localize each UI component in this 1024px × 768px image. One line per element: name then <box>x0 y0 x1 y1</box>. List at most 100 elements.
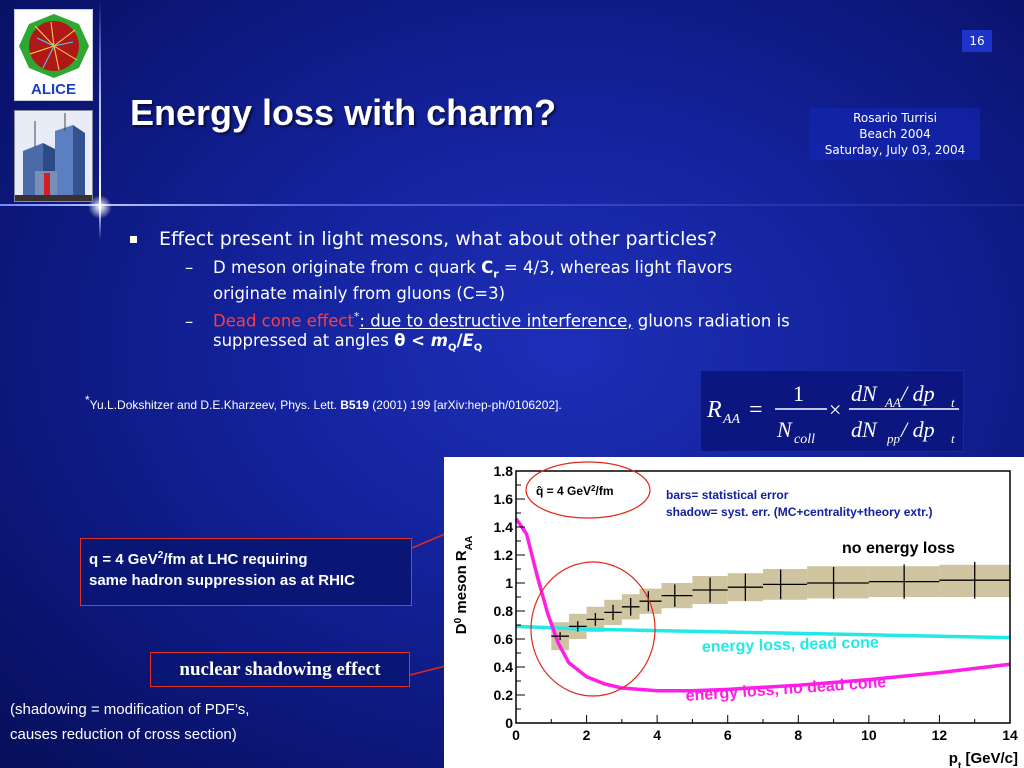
curve-dead-cone <box>515 624 1011 640</box>
formula-ncoll-sub: coll <box>794 432 815 447</box>
y-tick-label: 0.8 <box>494 603 514 619</box>
sub-bullet-1-text-b: = 4/3, whereas light flavors <box>498 258 733 277</box>
author-event: Beach 2004 <box>859 127 931 141</box>
formula-num: dN <box>851 381 878 406</box>
legend-line1: bars= statistical error <box>666 488 789 502</box>
sub-bullet-2-text: : due to destructive interference, <box>359 311 633 331</box>
y-tick-label: 1.4 <box>494 519 514 535</box>
x-axis-label: pt [GeV/c] <box>949 750 1018 768</box>
sub-bullet-2: – Dead cone effect*: due to destructive i… <box>185 310 790 331</box>
qhat-annotation-box: q = 4 GeV2/fm at LHC requiring same hadr… <box>80 538 412 606</box>
author-name: Rosario Turrisi <box>853 111 937 125</box>
curve-no-dead-cone <box>514 517 1011 693</box>
x-tick-label: 12 <box>932 727 948 743</box>
qhat-label: q̂ = 4 GeV2/fm <box>536 484 613 499</box>
y-tick-label: 1 <box>505 575 513 591</box>
sub-bullet-1: – D meson originate from c quark Cr = 4/3… <box>185 258 732 280</box>
bullet-square-icon <box>130 236 137 243</box>
formula-num-rest-sub: t <box>951 395 955 410</box>
x-tick-label: 0 <box>512 727 520 743</box>
slide-title: Energy loss with charm? <box>130 92 557 133</box>
city-image <box>14 110 93 202</box>
x-tick-label: 8 <box>794 727 802 743</box>
y-tick-label: 0.6 <box>494 631 514 647</box>
qhat-annotation-text: q = 4 GeV <box>89 551 158 568</box>
formula-times: × <box>829 397 841 422</box>
dead-cone-term: Dead cone effect <box>213 311 354 331</box>
sub-bullet-2-text-b: gluons radiation is <box>632 311 790 331</box>
y-axis-label: D0 meson RAA <box>453 536 475 634</box>
mass-symbol: m <box>430 331 448 350</box>
footnote-text-b: (2001) 199 [arXiv:hep-ph/0106202]. <box>368 398 562 412</box>
formula-ncoll: N <box>776 417 793 442</box>
raa-formula: R AA = 1 N coll × dN AA / dp t dN pp / d… <box>700 370 964 452</box>
theta-symbol: θ <box>394 331 406 350</box>
footnote-text: Yu.L.Dokshitzer and D.E.Kharzeev, Phys. … <box>89 398 341 412</box>
y-tick-label: 0 <box>505 715 513 731</box>
y-tick-label: 1.2 <box>494 547 514 563</box>
formula-den-rest-sub: t <box>951 431 955 446</box>
alice-logo-graphic <box>19 14 89 78</box>
title-divider-vertical <box>99 0 101 240</box>
formula-one: 1 <box>793 381 804 406</box>
nuclear-shadowing-box: nuclear shadowing effect <box>150 652 410 687</box>
raa-plot-svg: 0 2 4 6 8 10 12 14 0 0.2 0.4 0.6 0.8 1 1.2 1.4 1.6 1.8 D0… <box>453 461 1018 768</box>
shadowing-ellipse <box>530 561 656 697</box>
mass-sub: Q <box>447 342 457 354</box>
label-dead-cone: energy loss, dead cone <box>702 634 879 656</box>
qhat-annotation-line2: same hadron suppression as at RHIC <box>89 572 355 589</box>
x-tick-label: 10 <box>861 727 877 743</box>
bullet-main-text: Effect present in light mesons, what abo… <box>159 228 718 250</box>
footnote-volume: B519 <box>340 398 369 412</box>
y-tick-label: 1.6 <box>494 491 514 507</box>
sub-bullet-1-text: D meson originate from c quark <box>213 258 482 277</box>
sub-bullet-2-line2-text: suppressed at angles <box>213 331 395 350</box>
alice-logo: ALICE <box>14 9 93 101</box>
x-tick-label: 14 <box>1002 727 1018 743</box>
shadowing-note-line1: (shadowing = modification of PDF’s, <box>10 701 250 718</box>
formula-num-sub: AA <box>884 395 901 410</box>
y-tick-label: 1.8 <box>494 463 514 479</box>
qhat-ellipse <box>525 461 651 519</box>
label-no-energy-loss: no energy loss <box>842 540 955 557</box>
y-tick-label: 0.4 <box>494 659 514 675</box>
raa-plot: 0 2 4 6 8 10 12 14 0 0.2 0.4 0.6 0.8 1 1.2 1.4 1.6 1.8 D0… <box>444 457 1024 768</box>
x-tick-label: 4 <box>653 727 661 743</box>
sub-bullet-1-line2: originate mainly from gluons (C=3) <box>213 284 506 303</box>
formula-equals: = <box>749 397 763 423</box>
sub-bullet-2-line2: suppressed at angles θ < mQ/EQ <box>213 331 482 353</box>
formula-lhs-sub: AA <box>722 412 741 427</box>
alice-logo-text: ALICE <box>31 81 76 98</box>
x-tick-label: 2 <box>583 727 591 743</box>
footnote-star: * <box>85 393 90 407</box>
bullet-main: Effect present in light mesons, what abo… <box>130 228 717 250</box>
formula-num-rest: / dp <box>899 381 935 406</box>
qhat-annotation-text-b: /fm at LHC requiring <box>163 551 308 568</box>
color-factor-sub: r <box>493 267 499 281</box>
x-tick-label: 6 <box>724 727 732 743</box>
color-factor: C <box>481 258 494 277</box>
formula-den-rest: / dp <box>899 417 935 442</box>
shadowing-note: (shadowing = modification of PDF’s, caus… <box>10 697 249 747</box>
energy-sub: Q <box>473 342 483 354</box>
shadowing-note-line2: causes reduction of cross section) <box>10 726 237 743</box>
formula-lhs: R <box>706 397 722 423</box>
slash: / <box>456 331 463 350</box>
author-date: Saturday, July 03, 2004 <box>824 143 966 157</box>
legend-line2: shadow= syst. err. (MC+centrality+theory… <box>666 505 932 519</box>
less-than: < <box>405 331 431 350</box>
y-tick-label: 0.2 <box>494 687 514 703</box>
page-number: 16 <box>962 30 992 52</box>
footnote-star: * <box>353 310 360 323</box>
dash-icon: – <box>185 311 194 331</box>
formula-den: dN <box>851 417 878 442</box>
qhat-annotation-line1: q = 4 GeV2/fm at LHC requiring <box>89 545 403 570</box>
formula-den-sub: pp <box>886 431 901 446</box>
dash-icon: – <box>185 258 194 277</box>
energy-symbol: E <box>462 331 474 350</box>
footnote: *Yu.L.Dokshitzer and D.E.Kharzeev, Phys.… <box>85 393 562 412</box>
qhat-annotation-sup: 2 <box>157 550 164 561</box>
label-no-dead-cone: energy loss, no dead cone <box>685 674 887 705</box>
syst-band-segment <box>807 566 869 599</box>
title-divider-horizontal <box>0 204 1024 206</box>
